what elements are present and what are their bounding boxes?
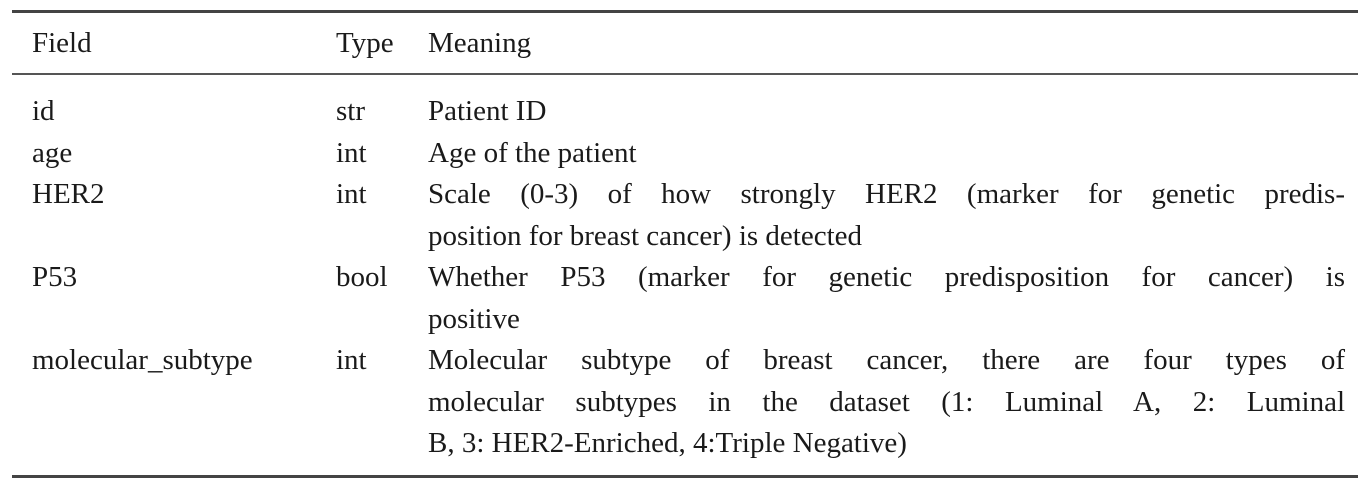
- table-row: HER2 int Scale (0-3) of how strongly HER…: [12, 174, 1358, 257]
- meaning-line: molecular subtypes in the dataset (1: Lu…: [428, 385, 1345, 418]
- type-cell: int: [336, 136, 367, 169]
- meaning-cell: Patient ID: [428, 91, 1345, 133]
- meaning-cell: Molecular subtype of breast cancer, ther…: [428, 340, 1345, 465]
- meaning-cell: Whether P53 (marker for genetic predispo…: [428, 257, 1345, 340]
- table-row: P53 bool Whether P53 (marker for genetic…: [12, 257, 1358, 340]
- field-cell: HER2: [32, 178, 105, 210]
- type-cell: str: [336, 95, 365, 127]
- meaning-line: Scale (0-3) of how strongly HER2 (marker…: [428, 178, 1345, 210]
- type-cell: bool: [336, 261, 388, 293]
- table-row: id str Patient ID: [12, 91, 1358, 133]
- meaning-cell: Age of the patient: [428, 133, 1345, 175]
- field-cell: id: [32, 95, 55, 127]
- field-cell: age: [32, 136, 73, 169]
- type-cell: int: [336, 344, 367, 376]
- meaning-line: Age of the patient: [428, 136, 637, 169]
- table-bottom-rule: [12, 474, 1358, 478]
- meaning-line: Whether P53 (marker for genetic predispo…: [428, 261, 1345, 293]
- table-row: age int Age of the patient: [12, 133, 1358, 175]
- field-cell: P53: [32, 261, 78, 293]
- header-meaning: Meaning: [428, 26, 532, 59]
- table-top-rule: [12, 10, 1358, 13]
- table-header-rule: [12, 73, 1358, 75]
- type-cell: int: [336, 178, 367, 210]
- header-type: Type: [336, 26, 394, 59]
- meaning-cell: Scale (0-3) of how strongly HER2 (marker…: [428, 174, 1345, 257]
- meaning-line: positive: [428, 302, 520, 335]
- header-field: Field: [32, 26, 92, 59]
- table-header-row: Field Type Meaning: [12, 13, 1358, 73]
- schema-table: Field Type Meaning id str Patient ID age…: [12, 10, 1358, 478]
- meaning-line: position for breast cancer) is detected: [428, 219, 863, 252]
- meaning-line: Patient ID: [428, 95, 547, 127]
- meaning-line: Molecular subtype of breast cancer, ther…: [428, 344, 1345, 376]
- table-row: molecular_subtype int Molecular subtype …: [12, 340, 1358, 465]
- table-body: id str Patient ID age int Age of the pat…: [12, 75, 1358, 475]
- field-cell: molecular_subtype: [32, 344, 253, 376]
- meaning-line: B, 3: HER2-Enriched, 4:Triple Negative): [428, 427, 907, 459]
